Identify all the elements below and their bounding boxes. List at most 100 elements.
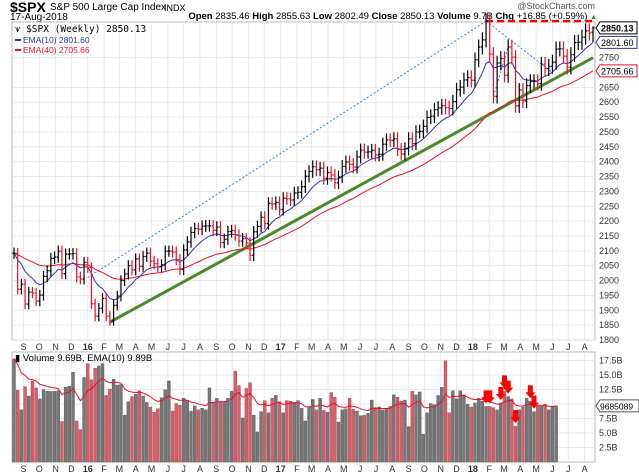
volume-bar xyxy=(52,391,57,463)
price-bar xyxy=(60,245,64,280)
x-tick-label: 17 xyxy=(276,342,286,352)
volume-bar xyxy=(370,399,374,463)
last-price-value: 2850.13 xyxy=(601,23,634,33)
volume-bar xyxy=(465,403,470,463)
price-bar xyxy=(536,74,540,91)
volume-bar xyxy=(159,397,164,463)
price-bar xyxy=(558,41,562,57)
volume-bar xyxy=(167,380,171,463)
price-bar xyxy=(322,161,326,185)
price-bar xyxy=(521,83,525,109)
last-price-tag xyxy=(595,21,638,35)
price-bar xyxy=(395,132,400,157)
price-bar xyxy=(591,26,595,43)
price-bar xyxy=(403,142,407,161)
volume-bar xyxy=(495,409,499,463)
price-bar xyxy=(381,137,385,161)
price-bar xyxy=(41,271,46,301)
volume-bar xyxy=(373,407,378,463)
price-bar xyxy=(502,51,507,83)
x-tick-label: J xyxy=(374,464,379,474)
symbol: $SPX xyxy=(10,0,46,15)
price-bar xyxy=(130,260,134,276)
x-tick-label: S xyxy=(213,464,219,474)
price-bar xyxy=(270,197,274,210)
volume-bar xyxy=(196,409,201,463)
price-bar xyxy=(229,224,234,238)
price-bar xyxy=(451,94,455,116)
volume-bar xyxy=(281,412,285,463)
volume-bar xyxy=(122,414,127,463)
price-bar xyxy=(325,166,330,185)
volume-bar xyxy=(325,412,330,463)
volume-bar xyxy=(296,400,300,463)
price-bar xyxy=(466,70,470,88)
price-bar xyxy=(174,246,178,265)
price-bar xyxy=(296,186,300,200)
volume-bar xyxy=(240,417,245,463)
volume-bar xyxy=(108,388,112,463)
price-bar xyxy=(550,54,555,74)
ema40-tag xyxy=(595,64,638,78)
volume-bar xyxy=(189,410,193,463)
volume-bar xyxy=(311,399,315,463)
price-bar xyxy=(392,132,396,147)
volume-bar xyxy=(554,405,558,463)
price-bar xyxy=(159,259,164,273)
x-tick-label: M xyxy=(308,342,316,352)
price-bar xyxy=(443,98,448,115)
price-bar xyxy=(432,102,437,124)
x-tick-label: S xyxy=(20,464,26,474)
down-arrow-icon xyxy=(528,395,539,409)
price-bar xyxy=(19,278,23,295)
ema10-tag xyxy=(595,35,638,49)
price-bar xyxy=(156,258,160,273)
price-bar xyxy=(539,56,543,91)
x-tick-label: M xyxy=(116,464,124,474)
volume-bar xyxy=(255,431,260,463)
x-tick-label: J xyxy=(550,464,555,474)
price-bar xyxy=(359,143,363,164)
price-bar xyxy=(543,56,547,76)
y-tick-label: 2750 xyxy=(599,53,619,63)
y-tick-label: 1800 xyxy=(599,335,619,345)
price-bar xyxy=(137,253,141,272)
price-bar xyxy=(499,51,503,71)
price-bar xyxy=(576,34,580,51)
price-bar xyxy=(52,251,57,264)
volume-bar xyxy=(499,402,503,463)
volume-bar xyxy=(45,391,49,463)
y-tick-label: 2550 xyxy=(599,112,619,122)
x-tick-label: M xyxy=(532,464,540,474)
volume-bar xyxy=(200,407,204,463)
volume-bar xyxy=(12,358,16,463)
volume-bar xyxy=(156,408,160,463)
volume-bar xyxy=(60,421,64,463)
price-bar xyxy=(178,254,182,276)
volume-bar xyxy=(477,398,481,463)
x-tick-label: M xyxy=(500,464,508,474)
price-bar xyxy=(200,220,204,235)
price-bar xyxy=(104,293,108,322)
volume-bar xyxy=(181,398,186,463)
price-bar xyxy=(252,226,256,262)
volume-bar xyxy=(266,412,271,463)
volume-bar xyxy=(543,403,547,463)
volume-bar xyxy=(134,394,138,463)
x-tick-label: D xyxy=(453,342,460,352)
y-tick-label: 2450 xyxy=(599,142,619,152)
volume-bar xyxy=(119,384,123,463)
open-value: 2835.46 xyxy=(215,11,250,22)
volume-bar xyxy=(395,396,400,463)
volume-bar xyxy=(75,420,79,463)
volume-bar xyxy=(524,398,529,463)
volume-bar xyxy=(491,407,496,463)
volume-bar xyxy=(307,406,311,463)
price-bar xyxy=(141,250,145,272)
volume-bar xyxy=(355,410,359,463)
price-bar xyxy=(75,248,79,283)
volume-bar xyxy=(521,406,525,463)
x-tick-label: N xyxy=(245,342,252,352)
price-bar xyxy=(204,220,208,233)
